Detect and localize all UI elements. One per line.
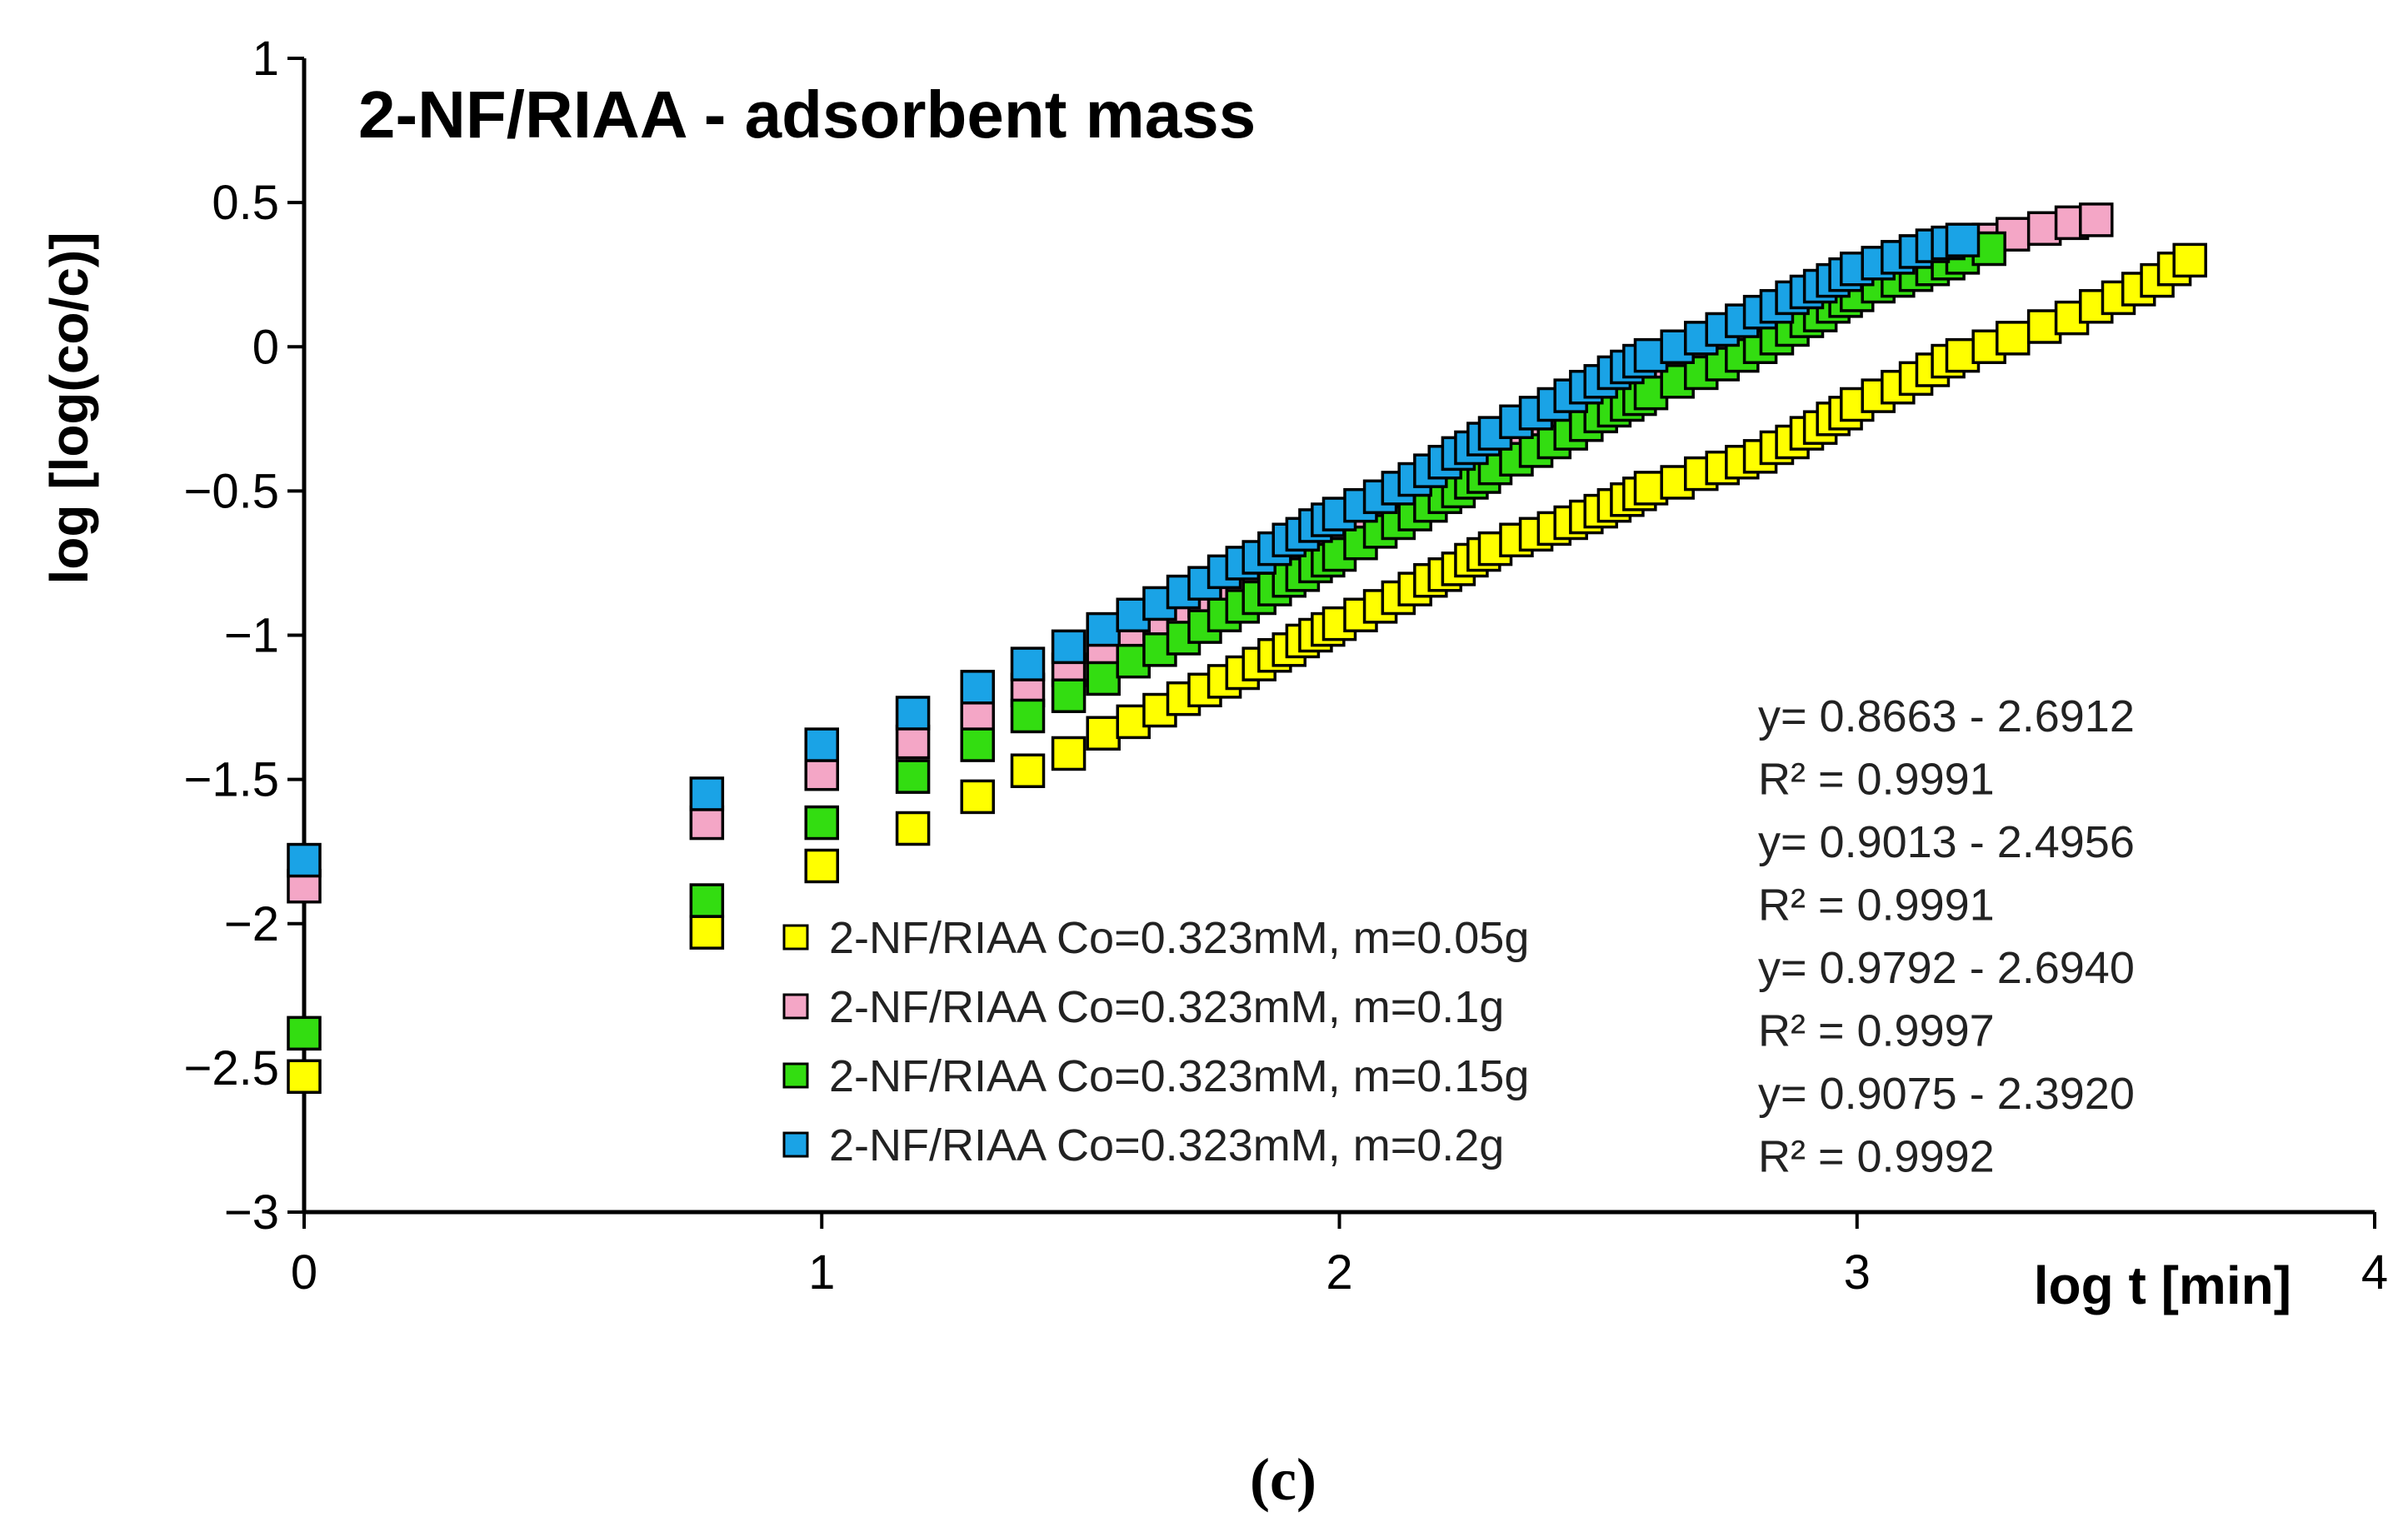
annotation-line: R² = 0.9992 — [1758, 1132, 1995, 1182]
x-tick-label: 0 — [291, 1245, 317, 1300]
data-point — [1051, 629, 1087, 665]
x-tick-label: 3 — [1844, 1245, 1871, 1300]
y-tick-label: −2 — [224, 897, 279, 951]
data-point — [1142, 692, 1177, 728]
data-point — [895, 696, 931, 731]
data-point — [804, 727, 839, 762]
y-tick-label: 0 — [252, 320, 279, 374]
data-point — [1086, 716, 1121, 751]
series-0-markers — [287, 242, 2207, 1095]
annotation-line: R² = 0.9997 — [1758, 1006, 1995, 1056]
data-point — [895, 724, 931, 760]
y-axis-ticks: 1 0.5 0 −0.5 −1 −1.5 −2 −2.5 −3 — [184, 32, 304, 1240]
legend-swatch — [782, 1062, 809, 1089]
data-point — [1086, 661, 1121, 696]
y-tick-label: 0.5 — [212, 176, 279, 230]
data-markers — [287, 202, 2207, 1095]
y-tick-label: −2.5 — [184, 1041, 280, 1095]
data-point — [287, 1016, 322, 1051]
data-point — [689, 805, 725, 841]
y-tick-label: −1.5 — [184, 753, 280, 807]
x-axis-ticks: 0 1 2 3 4 — [291, 1212, 2388, 1300]
data-point — [2079, 202, 2114, 237]
annotation-line: y= 0.8663 - 2.6912 — [1758, 691, 2135, 741]
data-point — [960, 779, 995, 815]
data-point — [1010, 698, 1046, 734]
data-point — [287, 1059, 322, 1095]
annotation-line: y= 0.9013 - 2.4956 — [1758, 817, 2135, 867]
annotation-line: y= 0.9792 - 2.6940 — [1758, 943, 2135, 993]
chart-title: 2-NF/RIAA - adsorbent mass — [358, 77, 1256, 152]
x-tick-label: 4 — [2361, 1245, 2388, 1300]
data-point — [960, 698, 995, 734]
annotation-line: R² = 0.9991 — [1758, 755, 1995, 805]
data-point — [1051, 678, 1087, 713]
legend: 2-NF/RIAA Co=0.323mM, m=0.05g 2-NF/RIAA C… — [782, 913, 1529, 1170]
series-3-markers — [287, 222, 1981, 878]
annotation-line: R² = 0.9991 — [1758, 881, 1995, 931]
legend-label: 2-NF/RIAA Co=0.323mM, m=0.2g — [829, 1120, 1504, 1170]
y-axis-title: log [log(co/c)] — [39, 232, 99, 584]
legend-swatch — [782, 1131, 809, 1158]
regression-annotations: y= 0.8663 - 2.6912 R² = 0.9991 y= 0.9013 -… — [1758, 691, 2135, 1182]
data-point — [1010, 753, 1046, 788]
data-point — [689, 915, 725, 950]
data-point — [804, 848, 839, 884]
legend-swatch — [782, 924, 809, 951]
y-tick-label: −0.5 — [184, 464, 280, 518]
data-point — [895, 759, 931, 794]
y-tick-label: −3 — [224, 1185, 279, 1240]
y-tick-label: −1 — [224, 609, 279, 663]
data-point — [689, 776, 725, 811]
data-point — [689, 883, 725, 918]
data-point — [1945, 222, 1981, 257]
legend-label: 2-NF/RIAA Co=0.323mM, m=0.05g — [829, 913, 1529, 963]
data-point — [1010, 646, 1046, 681]
data-point — [960, 727, 995, 762]
legend-swatch — [782, 993, 809, 1020]
legend-label: 2-NF/RIAA Co=0.323mM, m=0.15g — [829, 1051, 1529, 1101]
data-point — [804, 805, 839, 841]
annotation-line: y= 0.9075 - 2.3920 — [1758, 1069, 2135, 1119]
y-tick-label: 1 — [252, 32, 279, 86]
panel-label: (c) — [1250, 1446, 1316, 1513]
data-point — [1995, 321, 2031, 356]
data-point — [2172, 242, 2207, 278]
x-tick-label: 1 — [808, 1245, 835, 1300]
data-point — [287, 842, 322, 878]
data-point — [804, 756, 839, 791]
legend-label: 2-NF/RIAA Co=0.323mM, m=0.1g — [829, 982, 1504, 1032]
x-tick-label: 2 — [1326, 1245, 1352, 1300]
data-point — [1086, 611, 1121, 647]
x-axis-title: log t [min] — [2034, 1255, 2291, 1315]
data-point — [895, 811, 931, 846]
data-point — [960, 670, 995, 705]
data-point — [1051, 736, 1087, 771]
